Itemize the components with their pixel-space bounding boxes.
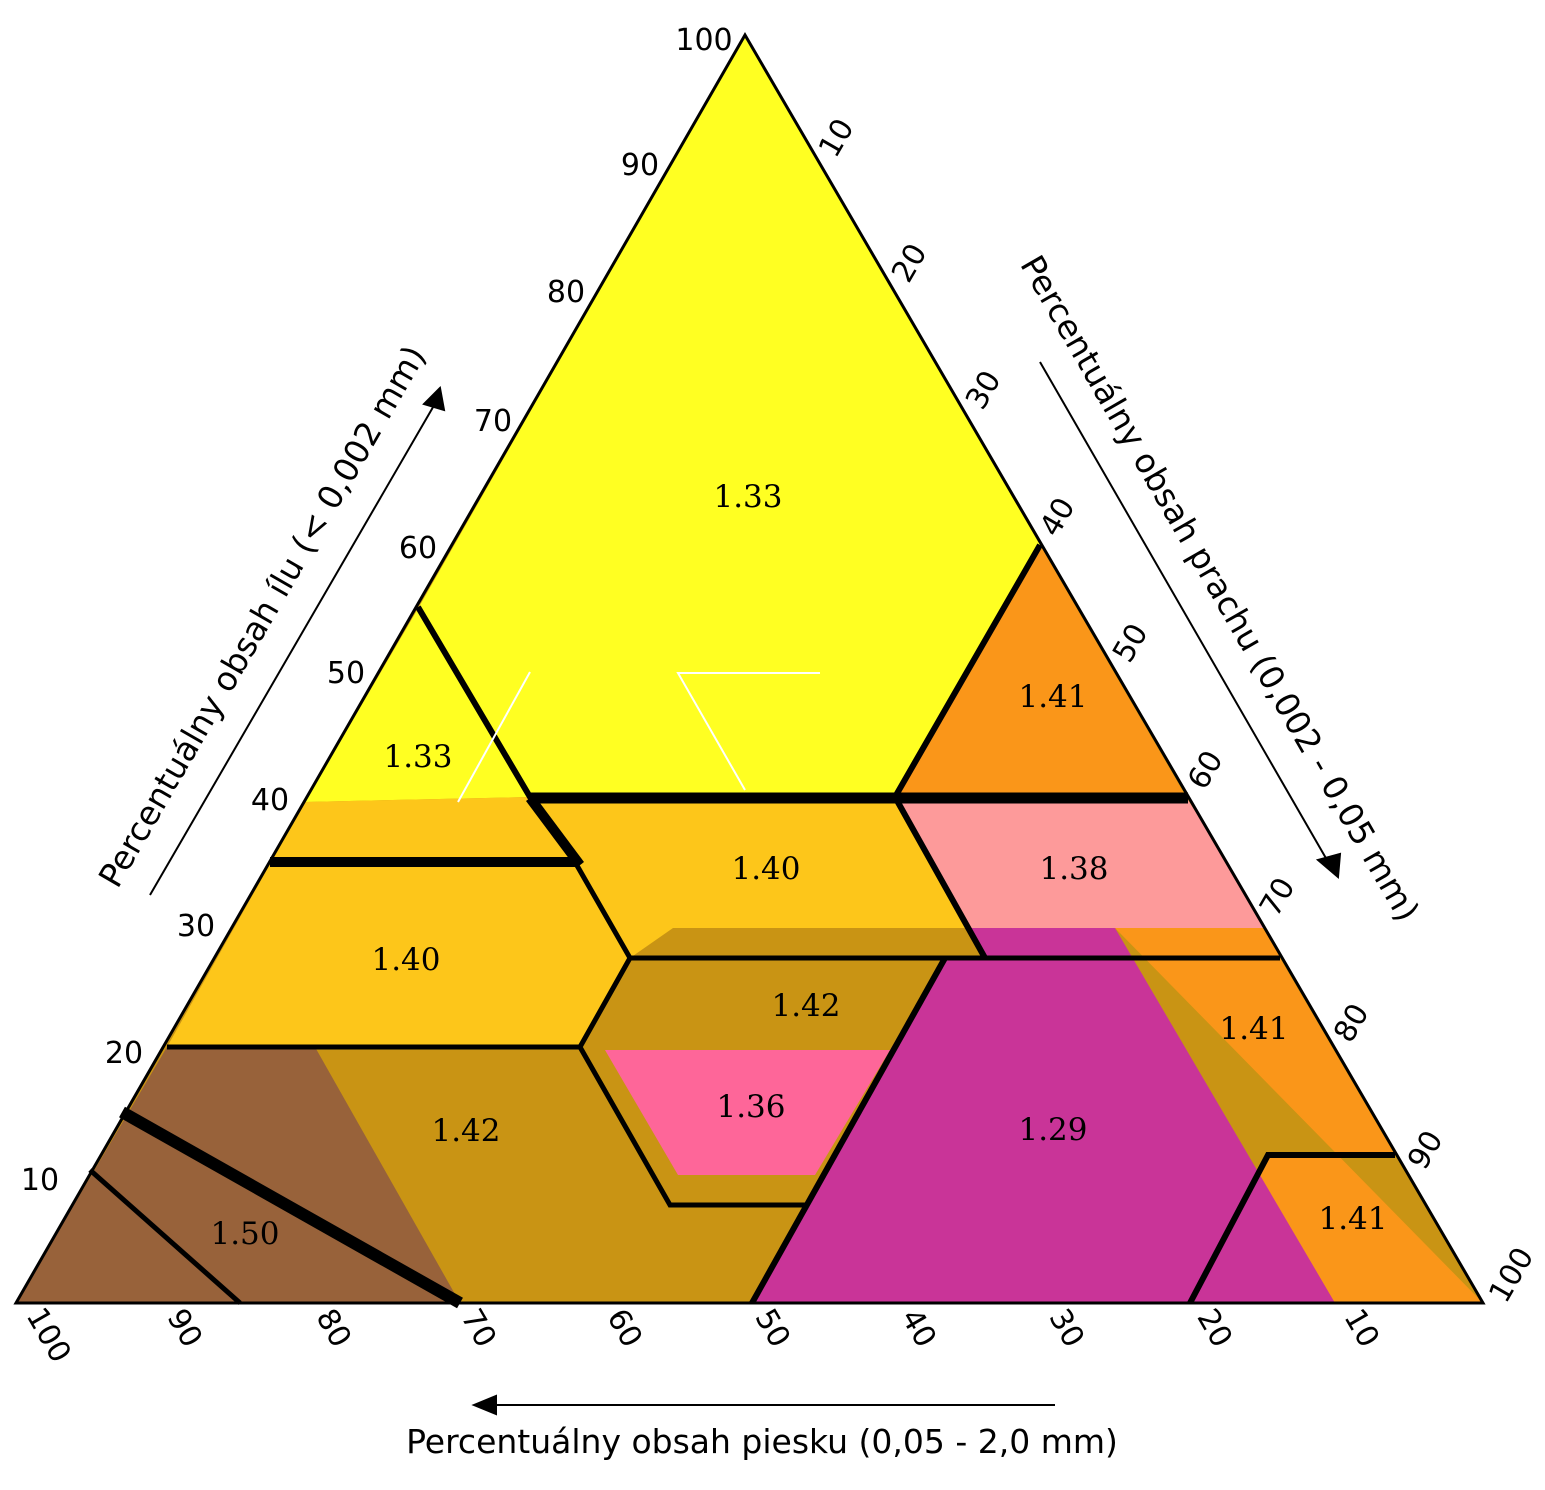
sand-tick: 40 <box>894 1303 943 1354</box>
silt-tick: 80 <box>1327 998 1376 1049</box>
silt-tick: 10 <box>812 113 861 164</box>
silt-tick: 40 <box>1033 492 1082 543</box>
region-pink-1-36 <box>605 1050 890 1175</box>
clay-tick: 40 <box>251 783 289 818</box>
region-label: 1.33 <box>713 479 782 515</box>
region-label: 1.38 <box>1039 851 1108 887</box>
clay-tick: 10 <box>21 1163 59 1198</box>
clay-tick: 60 <box>399 531 437 566</box>
silt-tick: 60 <box>1181 745 1230 796</box>
clay-tick: 30 <box>177 909 215 944</box>
region-label: 1.42 <box>771 988 840 1024</box>
silt-tick: 20 <box>885 238 934 289</box>
boundary-silty-clay <box>891 543 1043 960</box>
clay-tick: 70 <box>474 404 512 439</box>
region-label: 1.50 <box>210 1216 279 1252</box>
clay-axis-ticks: 10 20 30 40 50 60 70 80 90 100 <box>21 23 733 1198</box>
silt-tick: 100 <box>1482 1242 1541 1309</box>
axis-arrows <box>149 361 1342 1416</box>
sand-tick: 70 <box>454 1303 503 1354</box>
region-label: 1.40 <box>731 851 800 887</box>
silt-tick: 70 <box>1253 872 1302 923</box>
boundary-lines <box>88 543 1395 1309</box>
region-label: 1.40 <box>371 942 440 978</box>
triangle-outline <box>13 32 1486 1305</box>
silt-tick: 50 <box>1106 618 1155 669</box>
boundary-loamy-sand <box>119 1106 463 1309</box>
sand-axis-title: Percentuálny obsah piesku (0,05 - 2,0 mm… <box>406 1422 1118 1461</box>
boundary-silt-loam <box>749 956 948 1305</box>
region-label: 1.41 <box>1318 1201 1387 1237</box>
boundary-silt <box>1187 1152 1395 1305</box>
region-gold-1-40-middle <box>530 797 985 958</box>
clay-axis-arrow-line <box>149 401 437 896</box>
sand-tick: 80 <box>309 1303 358 1354</box>
sand-axis-ticks: 100 90 80 70 60 50 40 30 20 10 <box>19 1302 1386 1369</box>
region-orange-1-41-right <box>1115 928 1483 1303</box>
region-clay-1-33 <box>420 35 1040 797</box>
sand-tick: 10 <box>1337 1303 1386 1354</box>
boundary-sandy-clay-heavy <box>525 795 585 868</box>
region-label: 1.29 <box>1018 1112 1087 1148</box>
region-label: 1.42 <box>431 1113 500 1149</box>
white-guide-lines <box>457 671 820 803</box>
sand-axis-arrowhead <box>471 1394 497 1416</box>
clay-tick: 90 <box>621 148 659 183</box>
clay-tick: 80 <box>547 275 585 310</box>
silt-axis-arrow-line <box>1039 361 1328 861</box>
silt-axis-arrowhead <box>1315 852 1342 880</box>
silt-tick: 30 <box>959 365 1008 416</box>
region-orange-1-41-top <box>895 545 1188 800</box>
region-pink-1-38 <box>895 797 1270 928</box>
clay-tick: 50 <box>327 656 365 691</box>
sand-tick: 30 <box>1042 1303 1091 1354</box>
boundary-sand <box>88 1168 242 1305</box>
region-label: 1.41 <box>1219 1011 1288 1047</box>
clay-axis-arrowhead <box>422 385 446 412</box>
sand-tick: 50 <box>748 1303 797 1354</box>
clay-tick: 20 <box>105 1036 143 1071</box>
sand-tick: 100 <box>19 1302 78 1369</box>
clay-tick: 100 <box>675 23 732 58</box>
white-guide-right <box>676 672 820 791</box>
region-label: 1.36 <box>716 1089 785 1125</box>
sand-tick: 60 <box>600 1303 649 1354</box>
sand-tick: 90 <box>160 1303 209 1354</box>
region-magenta-1-29 <box>750 928 1335 1303</box>
region-label: 1.41 <box>1018 679 1087 715</box>
sand-tick: 20 <box>1190 1303 1239 1354</box>
white-guide-left <box>457 671 531 803</box>
region-labels: 1.33 1.33 1.41 1.40 1.38 1.40 1.42 1.41 … <box>210 479 1387 1252</box>
boundary-loam-bottom <box>577 1045 805 1208</box>
region-silty-clay-1-33 <box>305 605 530 802</box>
region-label: 1.33 <box>383 739 452 775</box>
silt-tick: 90 <box>1401 1125 1450 1176</box>
